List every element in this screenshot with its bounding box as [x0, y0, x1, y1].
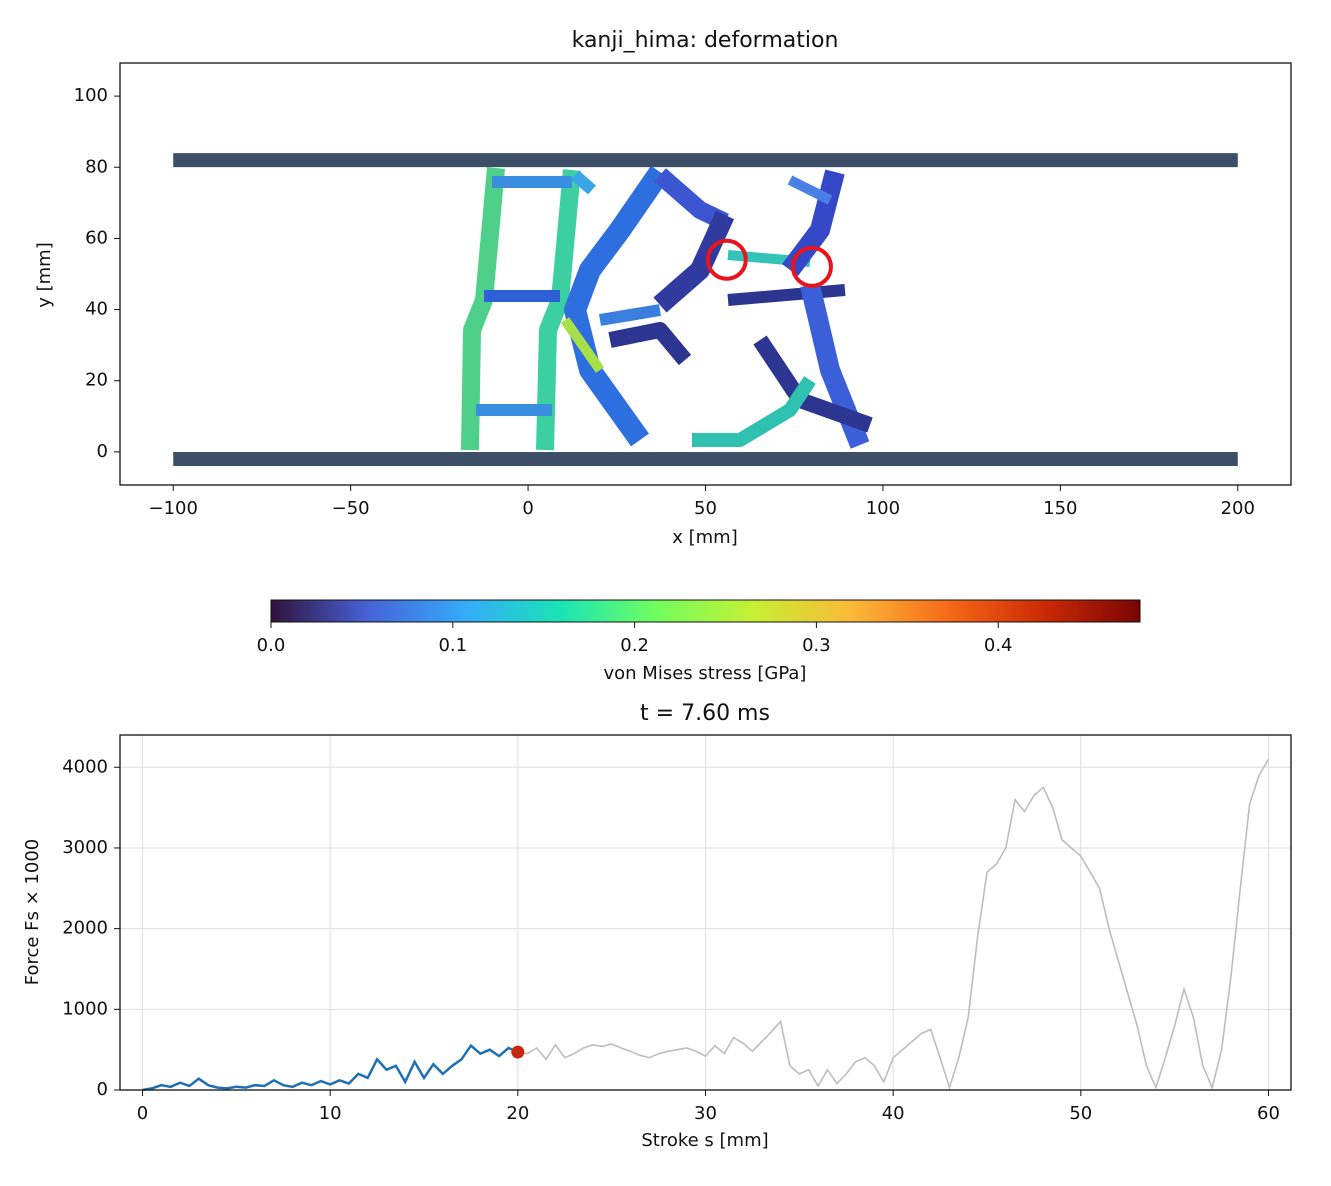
x-tick-label: 0.3 — [802, 635, 831, 656]
chart-title: kanji_hima: deformation — [572, 28, 839, 53]
colorbar-label: von Mises stress [GPa] — [604, 663, 807, 684]
x-tick-label: 20 — [506, 1103, 529, 1124]
chart-title: t = 7.60 ms — [640, 701, 770, 726]
y-tick-label: 40 — [85, 299, 108, 320]
x-tick-label: 10 — [319, 1103, 342, 1124]
rigid-wall — [173, 452, 1238, 467]
x-axis-label: x [mm] — [672, 527, 738, 548]
data-line — [142, 1043, 519, 1092]
y-tick-label: 0 — [97, 1079, 108, 1100]
x-tick-label: 0.1 — [438, 635, 467, 656]
x-tick-label: 30 — [694, 1103, 717, 1124]
y-axis-label: Force Fs × 1000 — [22, 839, 43, 986]
contact-marker — [705, 238, 748, 281]
x-tick-label: 100 — [866, 498, 900, 519]
y-tick-label: 80 — [85, 156, 108, 177]
x-tick-label: 0.4 — [984, 635, 1013, 656]
y-tick-label: 0 — [97, 441, 108, 462]
y-tick-label: 2000 — [62, 918, 108, 939]
y-axis-label: y [mm] — [34, 242, 55, 308]
axes-frame — [119, 734, 1292, 1091]
x-tick-label: 50 — [694, 498, 717, 519]
y-tick-label: 20 — [85, 370, 108, 391]
y-tick-label: 100 — [74, 85, 108, 106]
colorbar — [270, 599, 1141, 623]
y-tick-label: 4000 — [62, 756, 108, 777]
x-tick-label: 40 — [882, 1103, 905, 1124]
rigid-wall — [173, 153, 1238, 168]
x-tick-label: 200 — [1221, 498, 1255, 519]
y-tick-label: 3000 — [62, 837, 108, 858]
x-tick-label: 0.2 — [620, 635, 649, 656]
x-tick-label: 0 — [522, 498, 533, 519]
x-axis-label: Stroke s [mm] — [641, 1130, 768, 1151]
x-tick-label: 0 — [137, 1103, 148, 1124]
x-tick-label: 150 — [1043, 498, 1077, 519]
x-tick-label: 0.0 — [257, 635, 286, 656]
x-tick-label: 50 — [1069, 1103, 1092, 1124]
current-point — [511, 1045, 525, 1059]
x-tick-label: −100 — [149, 498, 198, 519]
y-tick-label: 1000 — [62, 998, 108, 1019]
axes-frame — [119, 62, 1292, 486]
kanji-mesh — [461, 165, 873, 451]
x-tick-label: −50 — [332, 498, 370, 519]
contact-marker — [790, 245, 833, 288]
y-tick-label: 60 — [85, 227, 108, 248]
x-tick-label: 60 — [1257, 1103, 1280, 1124]
